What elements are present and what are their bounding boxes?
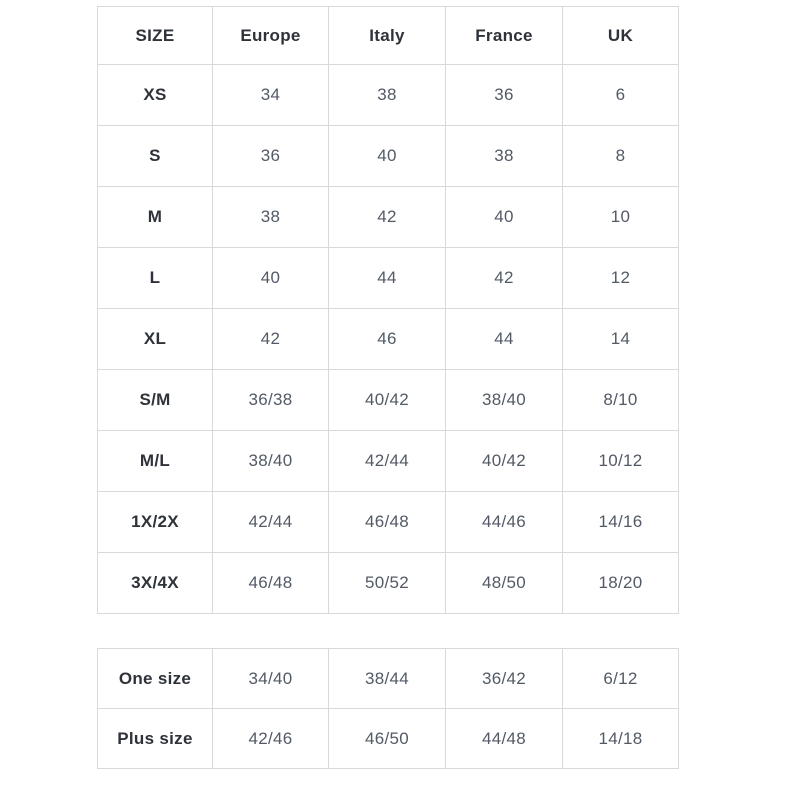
table-row-1x2x: 1X/2X 42/44 46/48 44/46 14/16 (97, 491, 679, 553)
cell-uk: 8/10 (562, 369, 679, 431)
cell-europe: 42/44 (212, 491, 329, 553)
cell-france: 38 (445, 125, 563, 187)
cell-france: 38/40 (445, 369, 563, 431)
row-label: M (97, 186, 213, 248)
cell-france: 40 (445, 186, 563, 248)
cell-uk: 6 (562, 64, 679, 126)
cell-france: 44/46 (445, 491, 563, 553)
cell-italy: 46 (328, 308, 446, 370)
special-sizes-table: One size 34/40 38/44 36/42 6/12 Plus siz… (97, 648, 679, 769)
size-conversion-table: SIZE Europe Italy France UK XS 34 38 36 … (97, 6, 679, 614)
cell-uk: 12 (562, 247, 679, 309)
cell-italy: 42/44 (328, 430, 446, 492)
cell-uk: 14/18 (562, 708, 679, 769)
row-label: XL (97, 308, 213, 370)
cell-europe: 42/46 (212, 708, 329, 769)
table-row-sm: S/M 36/38 40/42 38/40 8/10 (97, 369, 679, 431)
row-label: L (97, 247, 213, 309)
row-label: 3X/4X (97, 552, 213, 614)
cell-europe: 40 (212, 247, 329, 309)
cell-france: 40/42 (445, 430, 563, 492)
cell-europe: 42 (212, 308, 329, 370)
cell-uk: 14 (562, 308, 679, 370)
page-container: SIZE Europe Italy France UK XS 34 38 36 … (97, 6, 800, 769)
cell-italy: 46/50 (328, 708, 446, 769)
cell-france: 42 (445, 247, 563, 309)
cell-uk: 10/12 (562, 430, 679, 492)
column-header-uk: UK (562, 6, 679, 65)
cell-italy: 42 (328, 186, 446, 248)
cell-italy: 50/52 (328, 552, 446, 614)
cell-uk: 8 (562, 125, 679, 187)
cell-europe: 36 (212, 125, 329, 187)
table-row-one-size: One size 34/40 38/44 36/42 6/12 (97, 648, 679, 709)
table-row-xl: XL 42 46 44 14 (97, 308, 679, 370)
row-label: XS (97, 64, 213, 126)
cell-europe: 36/38 (212, 369, 329, 431)
column-header-europe: Europe (212, 6, 329, 65)
table-row-m: M 38 42 40 10 (97, 186, 679, 248)
row-label: M/L (97, 430, 213, 492)
table-row-plus-size: Plus size 42/46 46/50 44/48 14/18 (97, 708, 679, 769)
cell-france: 44 (445, 308, 563, 370)
table-row-3x4x: 3X/4X 46/48 50/52 48/50 18/20 (97, 552, 679, 614)
cell-italy: 40/42 (328, 369, 446, 431)
cell-uk: 14/16 (562, 491, 679, 553)
table-row-s: S 36 40 38 8 (97, 125, 679, 187)
row-label: S/M (97, 369, 213, 431)
cell-france: 36 (445, 64, 563, 126)
column-header-italy: Italy (328, 6, 446, 65)
cell-france: 44/48 (445, 708, 563, 769)
row-label: S (97, 125, 213, 187)
cell-italy: 38 (328, 64, 446, 126)
cell-uk: 10 (562, 186, 679, 248)
table-row-l: L 40 44 42 12 (97, 247, 679, 309)
cell-italy: 38/44 (328, 648, 446, 709)
cell-europe: 34 (212, 64, 329, 126)
cell-uk: 6/12 (562, 648, 679, 709)
cell-france: 36/42 (445, 648, 563, 709)
tables-divider-gap (97, 614, 800, 648)
cell-europe: 38 (212, 186, 329, 248)
cell-france: 48/50 (445, 552, 563, 614)
row-label: One size (97, 648, 213, 709)
table-row-ml: M/L 38/40 42/44 40/42 10/12 (97, 430, 679, 492)
cell-italy: 44 (328, 247, 446, 309)
row-label: Plus size (97, 708, 213, 769)
row-label: 1X/2X (97, 491, 213, 553)
cell-europe: 38/40 (212, 430, 329, 492)
cell-europe: 34/40 (212, 648, 329, 709)
column-header-size: SIZE (97, 6, 213, 65)
table-header-row: SIZE Europe Italy France UK (97, 6, 679, 65)
cell-italy: 40 (328, 125, 446, 187)
column-header-france: France (445, 6, 563, 65)
table-row-xs: XS 34 38 36 6 (97, 64, 679, 126)
cell-europe: 46/48 (212, 552, 329, 614)
cell-uk: 18/20 (562, 552, 679, 614)
cell-italy: 46/48 (328, 491, 446, 553)
